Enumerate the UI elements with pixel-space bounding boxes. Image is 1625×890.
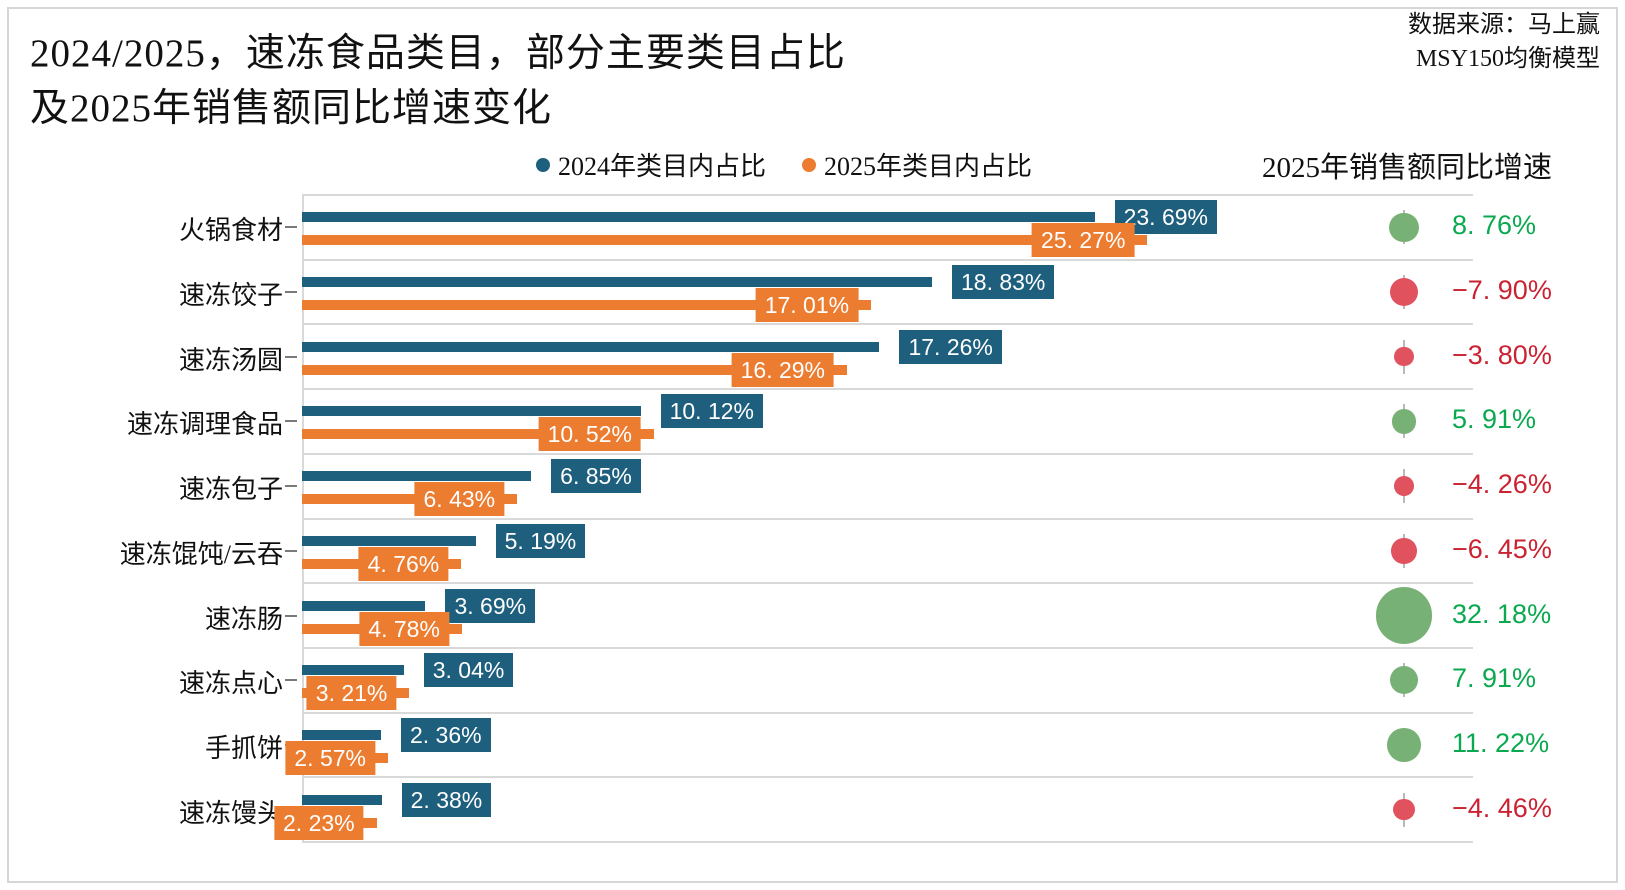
gridline xyxy=(302,582,1473,585)
growth-column-header: 2025年销售额同比增速 xyxy=(1261,152,1552,184)
growth-marker-circle xyxy=(1391,538,1417,564)
value-label-2025: 4. 76% xyxy=(358,546,449,581)
bar-2025 xyxy=(302,494,518,505)
bar-2025 xyxy=(302,300,872,311)
bar-2025 xyxy=(302,364,848,375)
growth-value: −7. 90% xyxy=(1452,275,1552,306)
growth-value: 8. 76% xyxy=(1452,210,1537,241)
axis-tick xyxy=(285,420,297,423)
growth-value: −6. 45% xyxy=(1452,533,1552,564)
category-label: 手抓饼 xyxy=(204,733,283,763)
gridline xyxy=(302,388,1473,391)
growth-marker-circle xyxy=(1389,666,1419,695)
growth-value: 32. 18% xyxy=(1452,598,1552,629)
gridline xyxy=(302,323,1473,326)
gridline xyxy=(302,194,1473,196)
gridline xyxy=(302,841,1473,843)
value-label-2025: 16. 29% xyxy=(731,352,835,387)
legend-label-2025: 2025年类目内占比 xyxy=(824,152,1033,181)
growth-marker-circle xyxy=(1389,212,1419,243)
gridline xyxy=(302,452,1473,455)
axis-tick xyxy=(285,549,297,552)
data-source: 数据来源：马上赢 MSY150均衡模型 xyxy=(1408,8,1600,76)
value-label-2024: 3. 69% xyxy=(445,588,536,623)
chart-title: 2024/2025，速冻食品类目，部分主要类目占比 及2025年销售额同比增速变… xyxy=(30,26,846,136)
axis-tick xyxy=(285,355,297,358)
data-source-line2: MSY150均衡模型 xyxy=(1415,46,1600,72)
legend-item-2025: 2025年类目内占比 xyxy=(802,146,1032,183)
data-source-line1: 数据来源：马上赢 xyxy=(1408,12,1600,38)
bar-2025 xyxy=(302,235,1148,246)
value-label-2024: 2. 38% xyxy=(401,782,492,817)
legend-dot-2025-icon xyxy=(802,157,817,172)
gridline xyxy=(302,258,1473,261)
chart-title-line1: 2024/2025，速冻食品类目，部分主要类目占比 xyxy=(30,32,846,75)
value-label-2024: 5. 19% xyxy=(495,523,586,558)
value-label-2025: 4. 78% xyxy=(359,611,449,646)
bar-2024 xyxy=(302,794,382,805)
value-label-2025: 10. 52% xyxy=(538,417,641,452)
growth-marker-circle xyxy=(1375,587,1433,644)
category-label: 速冻馄饨/云吞 xyxy=(119,539,283,569)
bar-2024 xyxy=(302,341,880,352)
category-label: 速冻包子 xyxy=(178,475,283,505)
category-label: 火锅食材 xyxy=(178,216,283,246)
y-axis-line xyxy=(302,195,304,842)
legend-item-2024: 2024年类目内占比 xyxy=(536,146,766,183)
growth-value: 5. 91% xyxy=(1452,404,1537,435)
category-label: 速冻调理食品 xyxy=(126,410,283,440)
growth-value: −4. 26% xyxy=(1452,469,1552,500)
value-label-2024: 17. 26% xyxy=(899,329,1002,364)
value-label-2024: 6. 85% xyxy=(551,459,641,494)
growth-value: −3. 80% xyxy=(1452,339,1552,370)
value-label-2025: 17. 01% xyxy=(755,288,859,323)
bar-2024 xyxy=(302,277,932,288)
chart-title-line2: 及2025年销售额同比增速变化 xyxy=(30,87,553,130)
value-label-2025: 25. 27% xyxy=(1032,223,1135,258)
value-label-2025: 2. 57% xyxy=(285,740,375,775)
category-label: 速冻点心 xyxy=(178,669,283,699)
growth-value: 11. 22% xyxy=(1452,727,1550,758)
growth-marker-circle xyxy=(1387,728,1421,762)
value-label-2025: 6. 43% xyxy=(414,482,505,517)
axis-tick xyxy=(285,485,297,488)
gridline xyxy=(302,711,1473,714)
axis-tick xyxy=(285,614,297,617)
value-label-2024: 2. 36% xyxy=(400,717,491,752)
growth-value: −4. 46% xyxy=(1452,792,1552,823)
bar-2024 xyxy=(302,212,1095,223)
bar-2024 xyxy=(302,600,426,611)
category-label: 速冻饺子 xyxy=(178,281,283,311)
axis-tick xyxy=(285,291,297,294)
gridline xyxy=(302,517,1473,520)
bar-2024 xyxy=(302,729,381,740)
bar-2024 xyxy=(302,471,532,482)
bar-2025 xyxy=(302,429,654,440)
growth-marker-circle xyxy=(1391,409,1417,434)
value-label-2025: 3. 21% xyxy=(306,676,397,711)
value-label-2024: 10. 12% xyxy=(660,394,763,429)
category-label: 速冻馒头 xyxy=(178,798,283,828)
category-label: 速冻肠 xyxy=(204,604,283,634)
growth-marker-circle xyxy=(1393,799,1415,821)
growth-marker-circle xyxy=(1393,475,1415,497)
bar-2024 xyxy=(302,406,641,417)
growth-value: 7. 91% xyxy=(1452,663,1537,694)
growth-marker-circle xyxy=(1389,277,1419,307)
legend-dot-2024-icon xyxy=(536,157,550,172)
value-label-2025: 2. 23% xyxy=(274,805,364,840)
growth-marker-circle xyxy=(1394,347,1414,367)
bar-2024 xyxy=(302,535,476,546)
axis-tick xyxy=(285,679,297,682)
axis-tick xyxy=(285,226,297,229)
gridline xyxy=(302,776,1473,779)
category-label: 速冻汤圆 xyxy=(178,345,283,375)
value-label-2024: 3. 04% xyxy=(423,653,514,688)
bar-2024 xyxy=(302,665,404,676)
legend-label-2024: 2024年类目内占比 xyxy=(558,152,767,181)
gridline xyxy=(302,646,1473,649)
legend: 2024年类目内占比 2025年类目内占比 xyxy=(536,146,1032,183)
value-label-2024: 18. 83% xyxy=(951,265,1055,300)
